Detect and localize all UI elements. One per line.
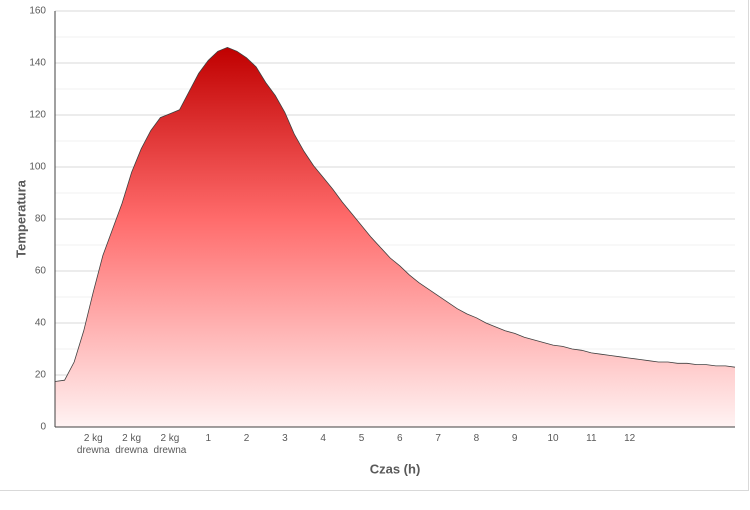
x-tick-label: 4	[320, 433, 326, 444]
x-tick-label: 5	[358, 433, 365, 444]
x-tick-label: 10	[547, 433, 559, 444]
x-tick-label: 2 kg drewna	[115, 433, 149, 456]
y-tick-label: 0	[40, 422, 46, 433]
area	[55, 47, 735, 428]
y-tick-label: 80	[35, 214, 47, 225]
y-axis-title: Temperatura	[13, 179, 28, 258]
y-tick-label: 120	[29, 110, 46, 121]
y-tick-label: 100	[29, 162, 46, 173]
x-tick-label: 9	[511, 433, 518, 444]
x-tick-label: 3	[282, 433, 288, 444]
x-tick-label: 6	[397, 433, 403, 444]
y-tick-label: 160	[29, 6, 46, 17]
chart-frame	[0, 0, 749, 491]
x-tick-label: 8	[473, 433, 480, 444]
area-outline	[54, 46, 736, 382]
x-tick-label: 11	[586, 433, 597, 444]
x-tick-label: 2 kg drewna	[76, 433, 110, 456]
x-tick-label: 7	[435, 433, 441, 444]
x-tick-label: 12	[624, 433, 636, 444]
x-tick-label: 2	[243, 433, 250, 444]
y-tick-label: 140	[29, 58, 46, 69]
x-tick-label: 1	[205, 433, 212, 444]
y-tick-label: 60	[35, 266, 47, 277]
x-axis-title: Czas (h)	[370, 461, 421, 476]
y-tick-label: 40	[35, 318, 47, 329]
y-tick-label: 20	[35, 370, 47, 381]
x-tick-label: 2 kg drewna	[153, 433, 187, 456]
